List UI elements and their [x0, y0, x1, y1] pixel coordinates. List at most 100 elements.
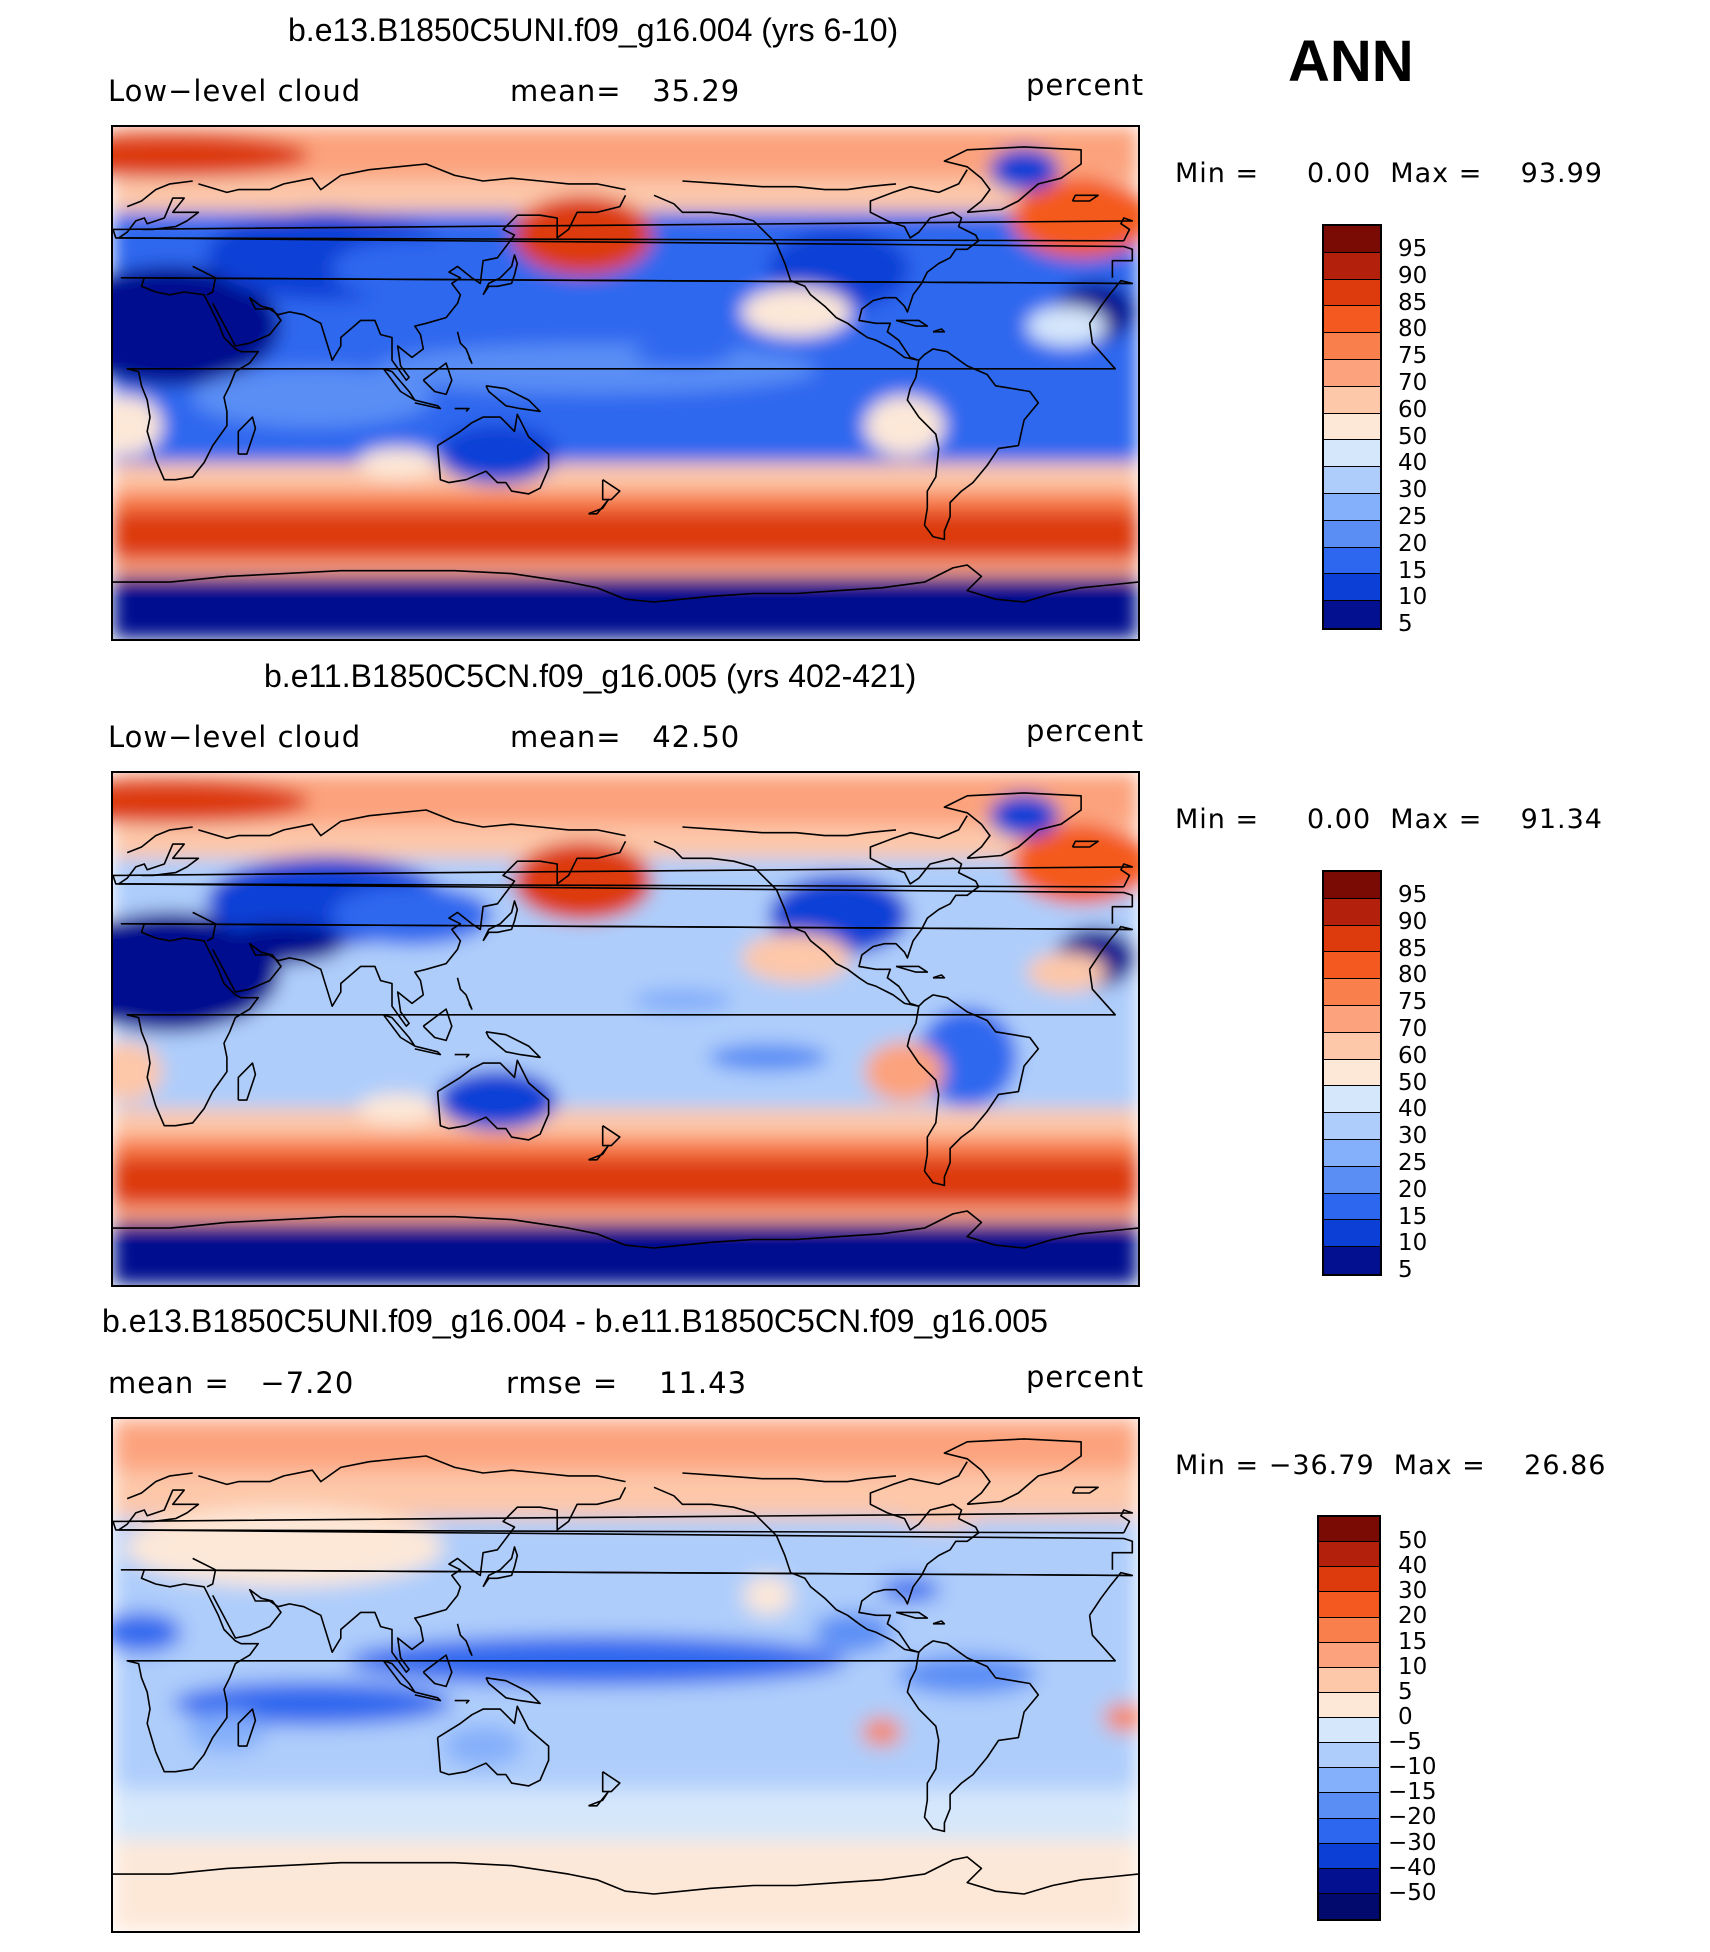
colorbar-label: 0: [1398, 1703, 1413, 1730]
colorbar-label: 10: [1398, 584, 1428, 611]
panel-1-units-label: percent: [1026, 68, 1145, 102]
colorbar-label: 60: [1398, 396, 1428, 423]
colorbar-swatch: [1324, 493, 1380, 521]
panel-2-mean-label: mean= 42.50: [510, 720, 741, 754]
panel-1-map: [111, 125, 1140, 641]
colorbar-swatch: [1324, 413, 1380, 441]
colorbar-label: 5: [1398, 1678, 1413, 1705]
colorbar-label: 70: [1398, 370, 1428, 396]
colorbar-swatch: [1319, 1692, 1379, 1718]
colorbar-label: 85: [1398, 289, 1428, 316]
panel-2-colorbar: [1322, 870, 1382, 1276]
colorbar-swatch: [1324, 359, 1380, 387]
colorbar-swatch: [1324, 386, 1380, 414]
colorbar-swatch: [1319, 1893, 1379, 1919]
colorbar-swatch: [1319, 1843, 1379, 1869]
colorbar-label: 95: [1398, 882, 1428, 908]
colorbar-label: 25: [1398, 1150, 1428, 1176]
colorbar-label: 50: [1398, 1069, 1428, 1096]
colorbar-swatch: [1324, 1059, 1380, 1087]
colorbar-label: 5: [1398, 1257, 1413, 1284]
panel-1-minmax: Min = 0.00 Max = 93.99: [1175, 158, 1603, 189]
panel-2-minmax: Min = 0.00 Max = 91.34: [1175, 804, 1603, 835]
colorbar-label: 30: [1398, 1123, 1428, 1150]
colorbar-label: 40: [1398, 450, 1428, 477]
colorbar-label: 20: [1398, 1176, 1428, 1203]
colorbar-swatch: [1324, 252, 1380, 280]
colorbar-label: −10: [1388, 1754, 1437, 1781]
colorbar-label: 5: [1398, 611, 1413, 638]
colorbar-swatch: [1319, 1793, 1379, 1819]
panel-2-title: b.e11.B1850C5CN.f09_g16.005 (yrs 402-421…: [264, 658, 917, 694]
colorbar-label: 15: [1398, 1628, 1428, 1655]
panel-1-variable-label: Low−level cloud: [108, 74, 362, 108]
colorbar-swatch: [1324, 925, 1380, 953]
coastlines: [113, 792, 1138, 1249]
colorbar-label: 50: [1398, 1528, 1428, 1554]
colorbar-label: 30: [1398, 477, 1428, 504]
colorbar-label: 60: [1398, 1042, 1428, 1069]
season-label: ANN: [1288, 29, 1414, 94]
colorbar-label: −20: [1388, 1804, 1437, 1831]
colorbar-swatch: [1324, 1139, 1380, 1167]
panel-2-units-label: percent: [1026, 714, 1145, 748]
colorbar-swatch: [1324, 952, 1380, 980]
colorbar-label: 10: [1398, 1230, 1428, 1257]
colorbar-swatch: [1319, 1617, 1379, 1643]
colorbar-swatch: [1324, 226, 1380, 253]
colorbar-swatch: [1324, 898, 1380, 926]
colorbar-label: 80: [1398, 316, 1428, 343]
colorbar-swatch: [1324, 467, 1380, 494]
colorbar-swatch: [1319, 1868, 1379, 1894]
colorbar-label: 15: [1398, 1203, 1428, 1230]
colorbar-swatch: [1324, 601, 1380, 628]
colorbar-label: 40: [1398, 1096, 1428, 1123]
colorbar-label: −30: [1388, 1829, 1437, 1856]
colorbar-swatch: [1324, 440, 1380, 468]
panel-2-variable-label: Low−level cloud: [108, 720, 362, 754]
colorbar-swatch: [1319, 1718, 1379, 1744]
colorbar-label: 90: [1398, 908, 1428, 935]
colorbar-label: −50: [1388, 1879, 1437, 1906]
colorbar-swatch: [1319, 1567, 1379, 1593]
panel-1-colorbar: [1322, 224, 1382, 630]
cloud-field: [113, 127, 1138, 639]
colorbar-label: 25: [1398, 504, 1428, 530]
colorbar-label: 50: [1398, 423, 1428, 450]
colorbar-swatch: [1319, 1542, 1379, 1568]
colorbar-label: −5: [1388, 1729, 1422, 1755]
panel-1-title: b.e13.B1850C5UNI.f09_g16.004 (yrs 6-10): [288, 12, 899, 48]
panel-3-mean-label: mean = −7.20: [108, 1366, 355, 1400]
colorbar-swatch: [1324, 279, 1380, 307]
panel-3-minmax: Min = −36.79 Max = 26.86: [1175, 1450, 1607, 1481]
colorbar-label: 15: [1398, 557, 1428, 584]
colorbar-swatch: [1324, 306, 1380, 334]
colorbar-swatch: [1324, 979, 1380, 1006]
coastlines: [113, 1438, 1138, 1895]
panel-3-colorbar: [1317, 1515, 1381, 1921]
panel-3-rmse-label: rmse = 11.43: [506, 1366, 748, 1400]
colorbar-swatch: [1324, 547, 1380, 575]
colorbar-swatch: [1319, 1667, 1379, 1693]
colorbar-swatch: [1324, 1166, 1380, 1194]
panel-1-map-canvas: [113, 127, 1138, 639]
colorbar-swatch: [1324, 872, 1380, 899]
panel-3-map: [111, 1417, 1140, 1933]
colorbar-swatch: [1324, 1086, 1380, 1114]
colorbar-swatch: [1324, 520, 1380, 548]
colorbar-label: 75: [1398, 989, 1428, 1016]
colorbar-label: 75: [1398, 343, 1428, 370]
panel-3-title: b.e13.B1850C5UNI.f09_g16.004 - b.e11.B18…: [102, 1303, 1048, 1339]
colorbar-swatch: [1324, 574, 1380, 602]
colorbar-label: 10: [1398, 1653, 1428, 1680]
colorbar-swatch: [1319, 1642, 1379, 1668]
colorbar-label: 30: [1398, 1578, 1428, 1605]
colorbar-label: 20: [1398, 530, 1428, 557]
colorbar-swatch: [1324, 1247, 1380, 1274]
colorbar-label: 20: [1398, 1603, 1428, 1630]
cloud-field: [113, 773, 1138, 1285]
colorbar-label: −40: [1388, 1854, 1437, 1881]
colorbar-swatch: [1324, 1193, 1380, 1221]
colorbar-swatch: [1319, 1592, 1379, 1618]
difference-field: [113, 1419, 1138, 1931]
